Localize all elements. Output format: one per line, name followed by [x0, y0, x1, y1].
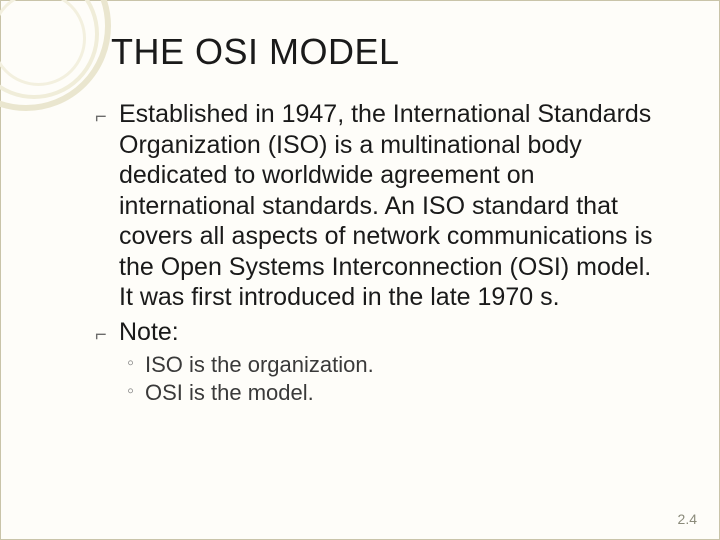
ring-icon — [0, 0, 111, 111]
sub-bullet-marker-icon: ◦ — [127, 351, 134, 377]
bullet-text: Note: — [119, 318, 179, 346]
slide-body: ⌐ Established in 1947, the International… — [119, 99, 669, 407]
bullet-marker-icon: ⌐ — [95, 105, 107, 129]
ring-icon — [0, 0, 86, 86]
bullet-level2: ◦ OSI is the model. — [127, 379, 669, 407]
sub-bullet-marker-icon: ◦ — [127, 379, 134, 405]
slide-title: THE OSI MODEL — [111, 31, 400, 73]
sub-bullet-list: ◦ ISO is the organization. ◦ OSI is the … — [127, 351, 669, 407]
bullet-level1: ⌐ Note: — [119, 317, 669, 348]
slide: THE OSI MODEL ⌐ Established in 1947, the… — [0, 0, 720, 540]
bullet-level2: ◦ ISO is the organization. — [127, 351, 669, 379]
ring-icon — [0, 0, 99, 99]
bullet-text: Established in 1947, the International S… — [119, 100, 653, 311]
sub-bullet-text: OSI is the model. — [145, 380, 314, 405]
bullet-level1: ⌐ Established in 1947, the International… — [119, 99, 669, 313]
bullet-marker-icon: ⌐ — [95, 323, 107, 347]
page-number: 2.4 — [678, 511, 697, 527]
sub-bullet-text: ISO is the organization. — [145, 352, 374, 377]
